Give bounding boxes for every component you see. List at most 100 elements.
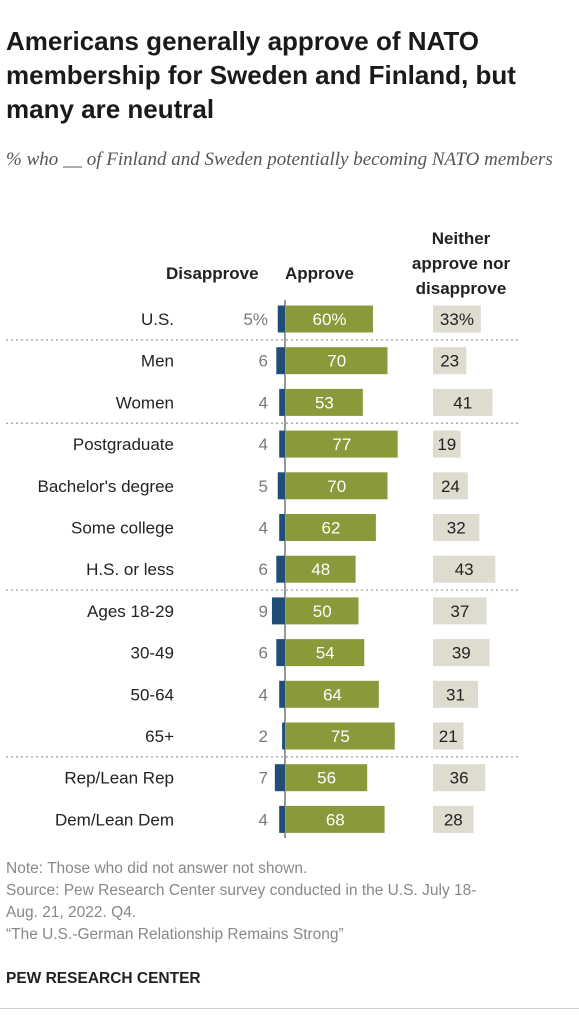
approve-value-label: 68 bbox=[326, 810, 345, 829]
approve-bar bbox=[286, 430, 398, 458]
approve-value-label: 62 bbox=[321, 519, 340, 538]
disapprove-bar bbox=[279, 514, 285, 541]
category-label: Postgraduate bbox=[73, 435, 174, 454]
chart-footer: Note: Those who did not answer not shown… bbox=[6, 858, 576, 946]
neither-bar bbox=[433, 555, 496, 583]
approve-bar bbox=[286, 639, 365, 667]
report-title: “The U.S.-German Relationship Remains St… bbox=[6, 926, 344, 943]
disapprove-bar bbox=[277, 305, 285, 333]
note-text: Note: Those who did not answer not shown… bbox=[6, 860, 308, 877]
neither-value-label: 39 bbox=[452, 644, 471, 663]
approve-bar bbox=[286, 805, 385, 833]
neither-bar bbox=[433, 680, 478, 708]
disapprove-value-label: 7 bbox=[259, 769, 268, 788]
disapprove-value-label: 6 bbox=[259, 352, 268, 371]
category-label: 50-64 bbox=[131, 685, 174, 704]
approve-bar bbox=[286, 597, 359, 625]
approve-value-label: 75 bbox=[331, 727, 350, 746]
bottom-divider bbox=[0, 1008, 579, 1009]
column-header-neither-line: approve nor bbox=[411, 254, 511, 273]
approve-bar bbox=[286, 514, 376, 541]
disapprove-value-label: 6 bbox=[259, 644, 268, 663]
category-label: Dem/Lean Dem bbox=[55, 810, 174, 829]
disapprove-bar bbox=[279, 805, 285, 833]
disapprove-bar bbox=[276, 347, 285, 375]
chart-title: Americans generally approve of NATO memb… bbox=[6, 26, 516, 124]
column-header-neither: Neither approve nor disapprove bbox=[398, 226, 524, 301]
approve-bar bbox=[286, 722, 395, 750]
neither-bar bbox=[433, 639, 490, 667]
disapprove-value-label: 4 bbox=[259, 519, 268, 538]
approve-value-label: 53 bbox=[315, 393, 334, 412]
approve-value-label: 54 bbox=[316, 644, 335, 663]
approve-value-label: 64 bbox=[323, 685, 342, 704]
column-header-neither-line: disapprove bbox=[415, 279, 507, 298]
approve-value-label: 70 bbox=[327, 477, 346, 496]
neither-bar bbox=[433, 430, 461, 458]
disapprove-bar bbox=[274, 764, 285, 792]
disapprove-value-label: 5% bbox=[243, 310, 268, 329]
disapprove-value-label: 5 bbox=[259, 477, 268, 496]
approve-value-label: 60% bbox=[312, 310, 346, 329]
disapprove-bar bbox=[276, 639, 285, 667]
category-label: 65+ bbox=[145, 727, 174, 746]
approve-value-label: 56 bbox=[317, 769, 336, 788]
approve-value-label: 70 bbox=[327, 352, 346, 371]
brand-logo-text: PEW RESEARCH CENTER bbox=[6, 970, 201, 987]
category-label: Men bbox=[141, 352, 174, 371]
approve-value-label: 50 bbox=[313, 602, 332, 621]
neither-bar bbox=[433, 388, 493, 416]
neither-value-label: 37 bbox=[450, 602, 469, 621]
disapprove-value-label: 9 bbox=[259, 602, 268, 621]
neither-value-label: 21 bbox=[439, 727, 458, 746]
category-label: U.S. bbox=[141, 310, 174, 329]
neither-bar bbox=[433, 472, 468, 500]
category-label: Ages 18-29 bbox=[87, 602, 174, 621]
approve-bar bbox=[286, 680, 379, 708]
neither-value-label: 43 bbox=[455, 560, 474, 579]
disapprove-value-label: 2 bbox=[259, 727, 268, 746]
neither-bar bbox=[433, 722, 464, 750]
disapprove-value-label: 4 bbox=[259, 810, 268, 829]
neither-value-label: 36 bbox=[450, 769, 469, 788]
approve-bar bbox=[286, 388, 363, 416]
category-label: Bachelor's degree bbox=[38, 477, 175, 496]
approve-value-label: 48 bbox=[311, 560, 330, 579]
neither-bar bbox=[433, 514, 480, 541]
approve-bar bbox=[286, 347, 388, 375]
disapprove-bar bbox=[279, 680, 285, 708]
neither-value-label: 32 bbox=[447, 519, 466, 538]
approve-bar bbox=[286, 472, 388, 500]
disapprove-bar bbox=[282, 722, 285, 750]
column-header-approve: Approve bbox=[285, 264, 354, 283]
category-label: Women bbox=[116, 393, 174, 412]
disapprove-bar bbox=[279, 388, 285, 416]
disapprove-bar bbox=[276, 555, 285, 583]
approve-bar bbox=[286, 305, 373, 333]
neither-bar bbox=[433, 305, 481, 333]
category-label: Some college bbox=[71, 519, 174, 538]
column-header-disapprove: Disapprove bbox=[166, 264, 259, 283]
neither-value-label: 28 bbox=[444, 810, 463, 829]
neither-value-label: 24 bbox=[441, 477, 460, 496]
neither-value-label: 33% bbox=[440, 310, 474, 329]
neither-bar bbox=[433, 764, 486, 792]
neither-value-label: 31 bbox=[446, 685, 465, 704]
neither-bar bbox=[433, 805, 474, 833]
category-label: Rep/Lean Rep bbox=[64, 769, 174, 788]
disapprove-bar bbox=[279, 430, 285, 458]
disapprove-bar bbox=[277, 472, 285, 500]
category-label: 30-49 bbox=[131, 644, 174, 663]
disapprove-bar bbox=[271, 597, 285, 625]
neither-value-label: 19 bbox=[437, 435, 456, 454]
approve-bar bbox=[286, 555, 356, 583]
approve-bar bbox=[286, 764, 368, 792]
chart-subtitle: % who __ of Finland and Sweden potential… bbox=[6, 149, 553, 170]
disapprove-value-label: 4 bbox=[259, 435, 268, 454]
column-header-neither-line: Neither bbox=[431, 229, 491, 248]
approve-value-label: 77 bbox=[332, 435, 351, 454]
bar-chart: U.S. 5% 60% 33% Men 6 70 23 Women 4 53 41 Postgradua… bbox=[6, 300, 518, 838]
category-label: H.S. or less bbox=[86, 560, 174, 579]
disapprove-value-label: 4 bbox=[259, 685, 268, 704]
neither-bar bbox=[433, 597, 487, 625]
